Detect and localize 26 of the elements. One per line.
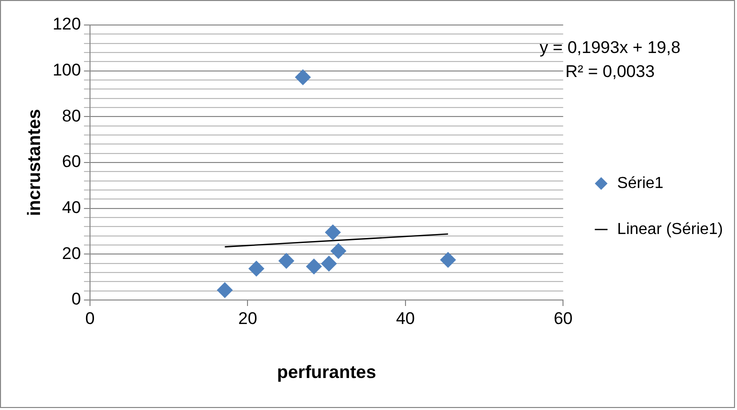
point [294, 69, 311, 86]
legend-label: Linear (Série1) [617, 220, 723, 238]
point [320, 256, 337, 272]
point [216, 282, 233, 298]
y-tick-label: 20 [62, 244, 81, 263]
x-tick-label: 40 [396, 308, 415, 328]
y-tick-label: 100 [52, 60, 81, 80]
y-tick-label: 0 [71, 290, 81, 309]
point [278, 252, 294, 269]
x-tick-label: 20 [238, 308, 258, 328]
text: R² = 0,0033 [565, 62, 655, 82]
y-tick-label: 120 [52, 14, 81, 34]
point [306, 258, 322, 275]
y-axis-title: incrustantes [24, 108, 44, 216]
annotation: y = 0,1993x + 19,8 [540, 38, 680, 58]
x-axis-title: perfurantes [277, 362, 376, 382]
x-tick-label: 60 [554, 308, 573, 328]
y-tick-label: 40 [62, 198, 81, 218]
x-tick-label: 0 [85, 308, 95, 328]
point [330, 242, 346, 259]
point [324, 224, 341, 240]
legend-label: Série1 [617, 174, 664, 192]
y-tick-label: 60 [62, 152, 81, 172]
y-tick-label: 80 [62, 106, 81, 126]
point [248, 260, 264, 277]
point [440, 252, 456, 268]
